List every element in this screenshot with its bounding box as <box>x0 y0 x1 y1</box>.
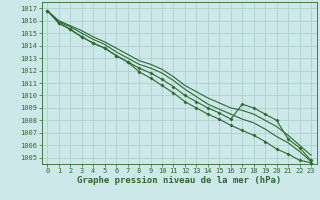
X-axis label: Graphe pression niveau de la mer (hPa): Graphe pression niveau de la mer (hPa) <box>77 176 281 185</box>
